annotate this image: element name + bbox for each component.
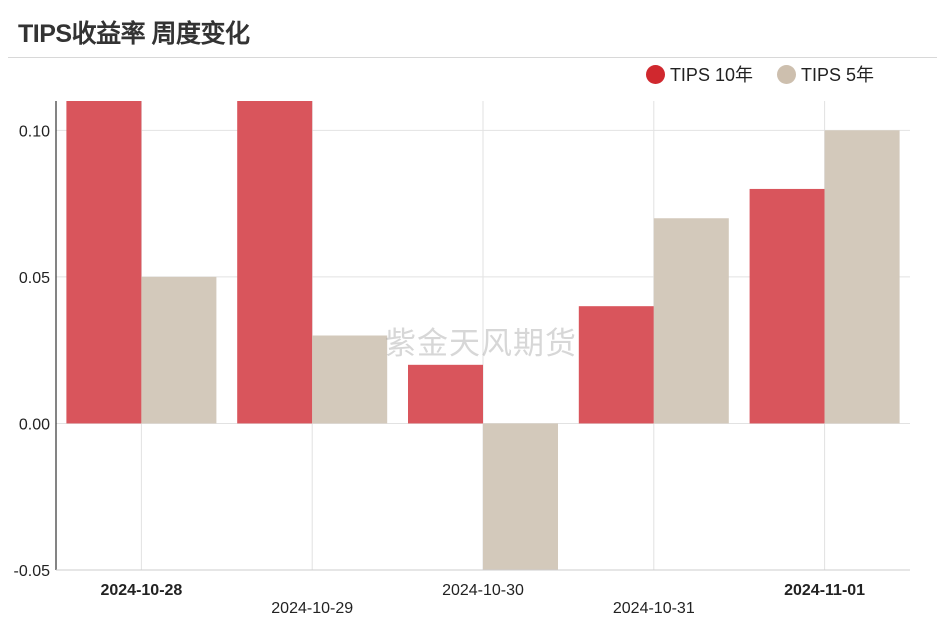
y-tick-label: 0.00 <box>19 416 50 433</box>
x-tick-label: 2024-10-28 <box>100 582 182 599</box>
legend-label-tips-10y: TIPS 10年 <box>669 65 753 85</box>
legend-marker-tips-10y <box>645 64 665 84</box>
legend-item-tips-5y[interactable]: TIPS 5年 <box>776 61 874 87</box>
bar-tips-10y-2024-10-30 <box>408 364 483 424</box>
y-tick-label: 0.10 <box>19 123 50 140</box>
bar-tips-10y-2024-10-29 <box>237 101 313 424</box>
legend-label-tips-5y: TIPS 5年 <box>800 65 874 85</box>
bar-tips-5y-2024-10-31 <box>653 218 729 424</box>
x-tick-label: 2024-11-01 <box>784 582 865 599</box>
bar-tips-5y-2024-10-29 <box>312 335 388 424</box>
watermark: 紫金天风期货 <box>385 326 577 361</box>
bar-tips-5y-2024-10-28 <box>141 276 217 424</box>
bar-tips-5y-2024-10-30 <box>483 423 558 570</box>
title-divider <box>8 57 937 58</box>
x-tick-label: 2024-10-29 <box>271 600 353 617</box>
bar-tips-10y-2024-10-28 <box>66 101 142 424</box>
bar-tips-10y-2024-11-01 <box>749 188 825 424</box>
chart-legend: TIPS 10年 TIPS 5年 <box>622 61 874 87</box>
legend-item-tips-10y[interactable]: TIPS 10年 <box>645 61 753 87</box>
y-tick-label: -0.05 <box>14 563 51 580</box>
bar-tips-10y-2024-10-31 <box>578 306 654 424</box>
y-tick-label: 0.05 <box>19 270 50 287</box>
x-tick-label: 2024-10-31 <box>613 600 695 617</box>
legend-marker-tips-5y <box>776 64 796 84</box>
page-title: TIPS收益率 周度变化 <box>18 20 250 48</box>
x-tick-label: 2024-10-30 <box>442 582 524 599</box>
bar-tips-5y-2024-11-01 <box>824 130 900 424</box>
